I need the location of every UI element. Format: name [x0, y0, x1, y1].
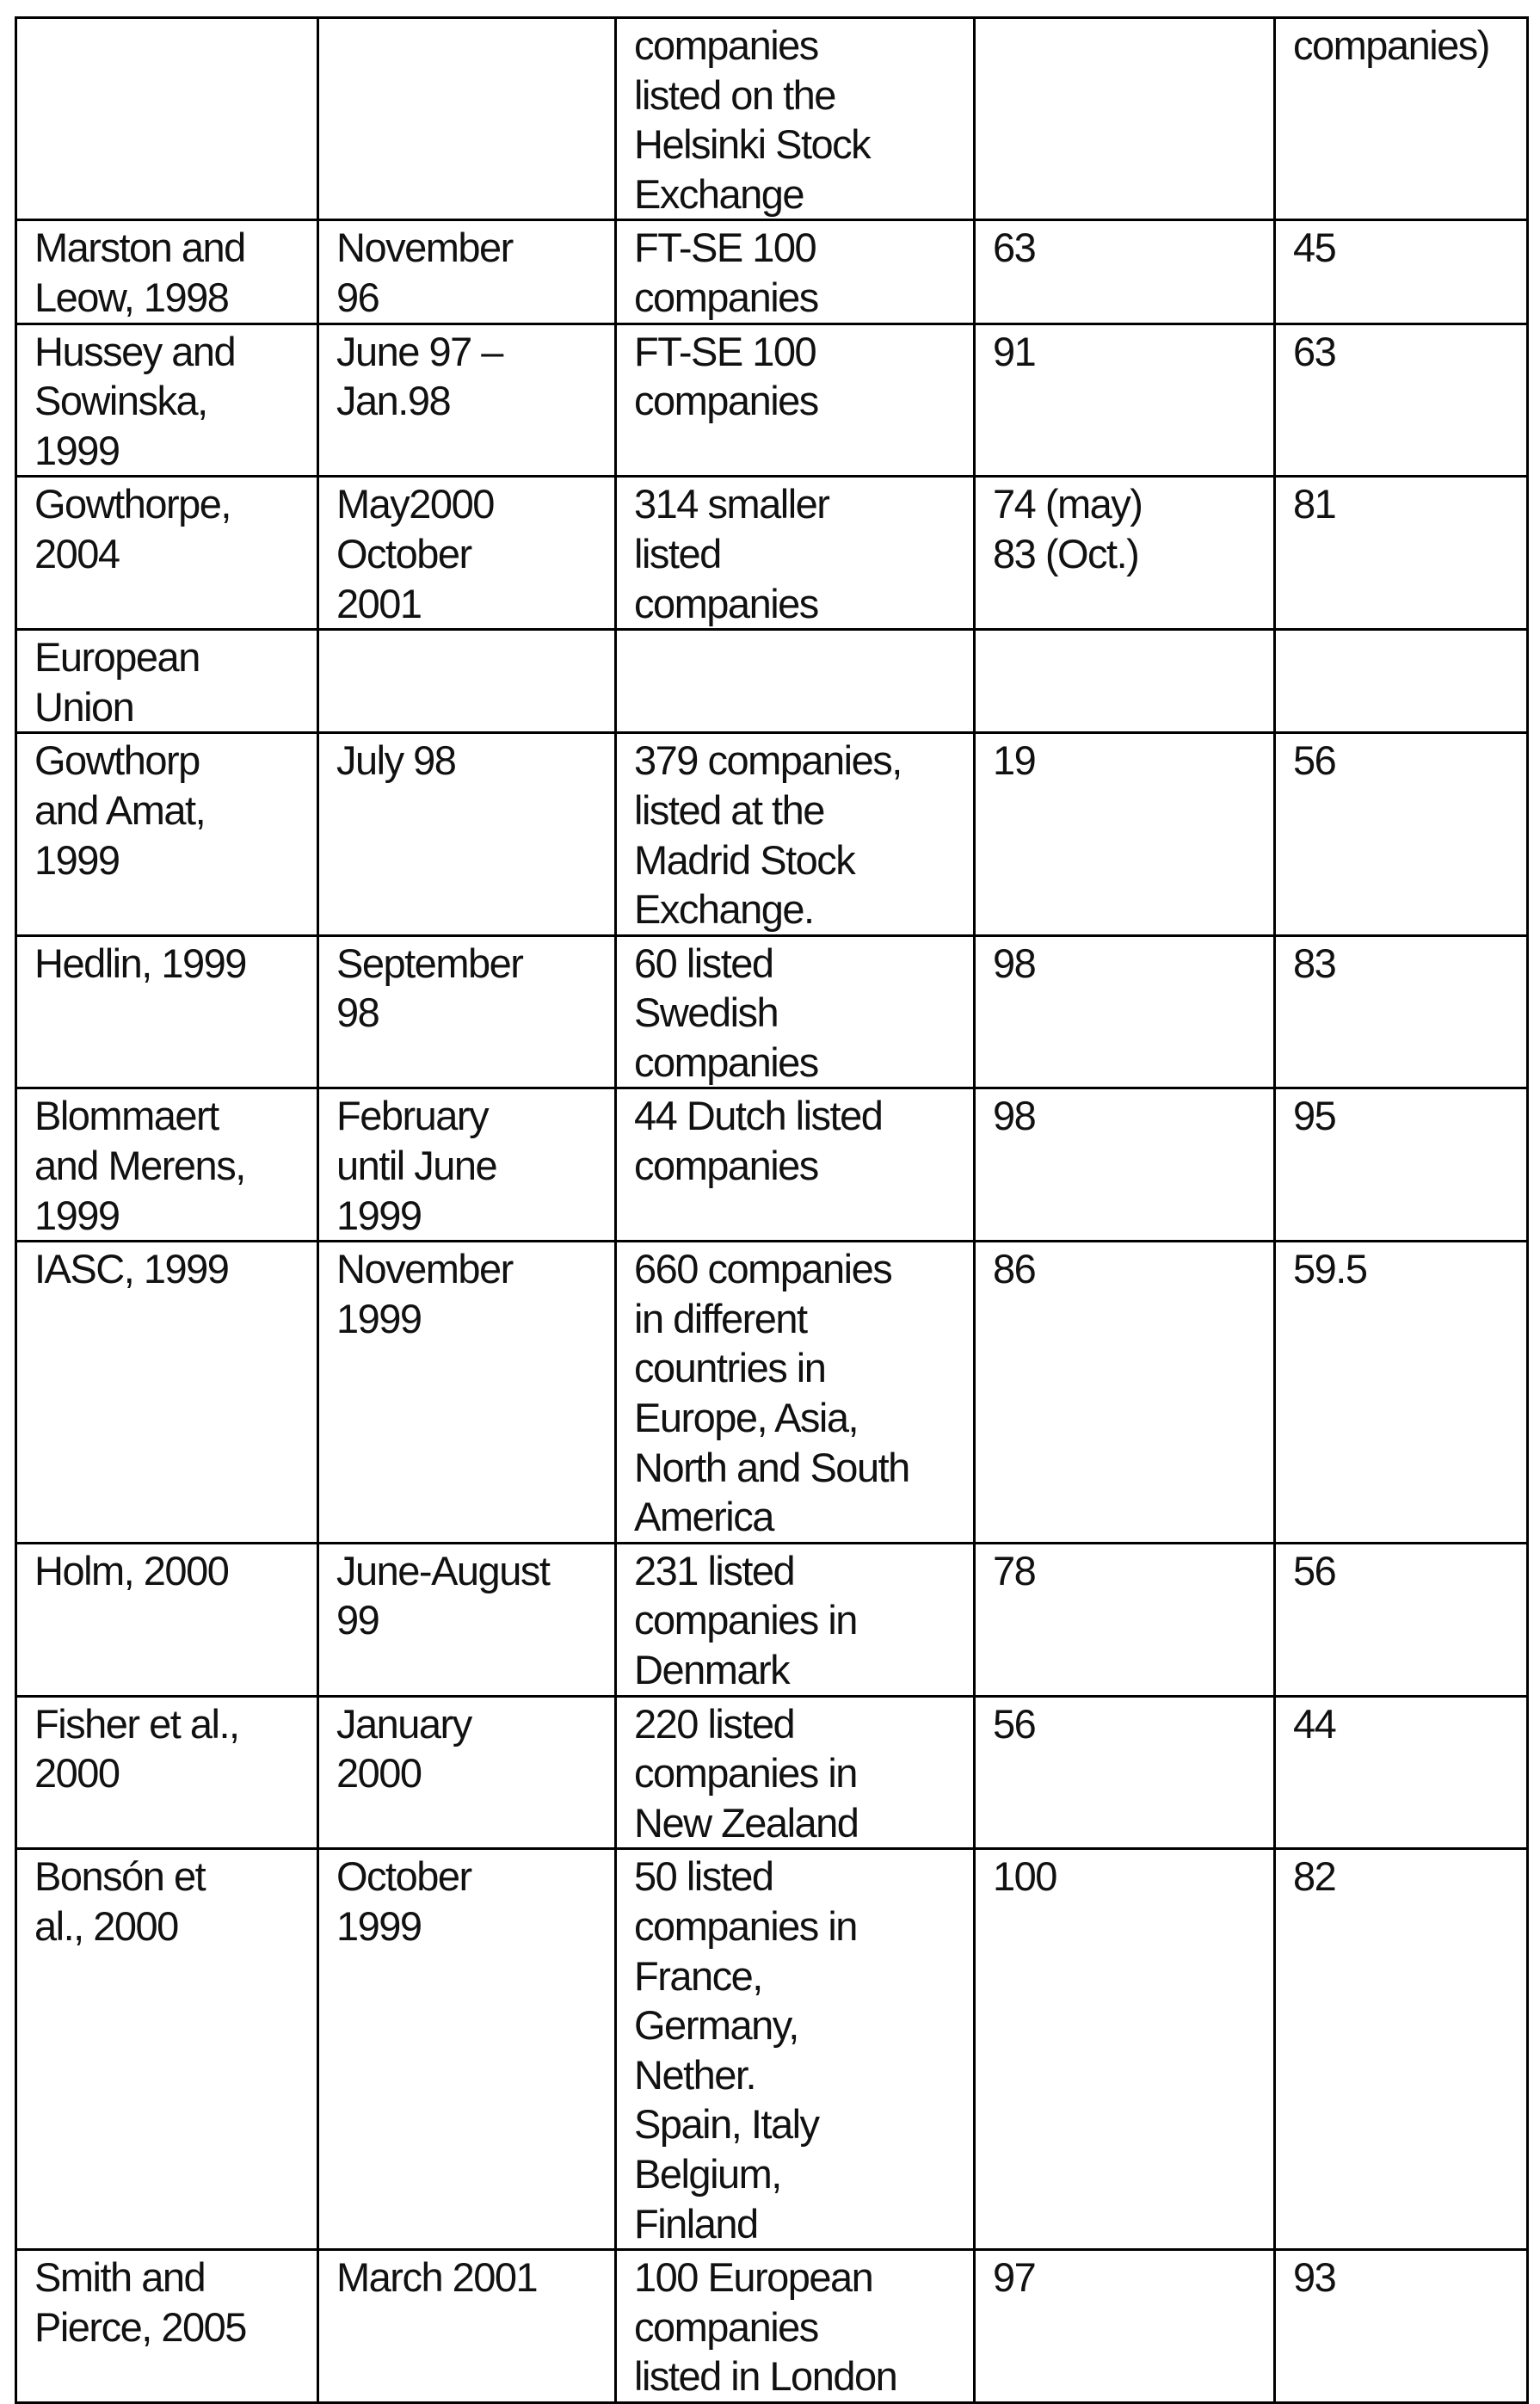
cell-sample	[614, 628, 976, 735]
cell-percent-a: 56	[973, 1694, 1276, 1851]
cell-sample: 220 listed companies in New Zealand	[614, 1694, 976, 1851]
cell-period: July 98	[317, 731, 617, 937]
cell-sample: companies listed on the Helsinki Stock E…	[614, 15, 976, 222]
cell-period: November 1999	[317, 1240, 617, 1544]
cell-period	[317, 628, 617, 735]
cell-period: January 2000	[317, 1694, 617, 1851]
cell-percent-b: 45	[1273, 219, 1529, 325]
cell-percent-a: 74 (may) 83 (Oct.)	[973, 475, 1276, 632]
cell-period: June-August 99	[317, 1541, 617, 1698]
table-row: Holm, 2000 June-August 99 231 listed compa…	[15, 1541, 1529, 1698]
table-row: companies listed on the Helsinki Stock E…	[15, 15, 1529, 222]
cell-sample: 660 companies in different countries in …	[614, 1240, 976, 1544]
cell-percent-b: 81	[1273, 475, 1529, 632]
cell-percent-a: 19	[973, 731, 1276, 937]
cell-sample: 314 smaller listed companies	[614, 475, 976, 632]
cell-sample: 231 listed companies in Denmark	[614, 1541, 976, 1698]
cell-period: May2000 October 2001	[317, 475, 617, 632]
cell-percent-b: 56	[1273, 1541, 1529, 1698]
cell-percent-a: 63	[973, 219, 1276, 325]
table-row: Marston and Leow, 1998 November 96 FT-SE 1…	[15, 219, 1529, 325]
cell-percent-b: 59.5	[1273, 1240, 1529, 1544]
table-row: Hedlin, 1999 September 98 60 listed Swedis…	[15, 934, 1529, 1090]
cell-percent-a: 86	[973, 1240, 1276, 1544]
cell-study: Holm, 2000	[15, 1541, 319, 1698]
cell-percent-b: companies)	[1273, 15, 1529, 222]
cell-percent-a: 100	[973, 1847, 1276, 2252]
cell-percent-b: 93	[1273, 2248, 1529, 2404]
cell-period: February until June 1999	[317, 1087, 617, 1243]
cell-period: November 96	[317, 219, 617, 325]
cell-study	[15, 15, 319, 222]
cell-period: June 97 – Jan.98	[317, 322, 617, 478]
cell-percent-a: 97	[973, 2248, 1276, 2404]
cell-study: Gowthorpe, 2004	[15, 475, 319, 632]
cell-period	[317, 15, 617, 222]
cell-period: October 1999	[317, 1847, 617, 2252]
table-row: Gowthorpe, 2004 May2000 October 2001 314 s…	[15, 475, 1529, 632]
cell-study: Gowthorp and Amat, 1999	[15, 731, 319, 937]
cell-sample: 44 Dutch listed companies	[614, 1087, 976, 1243]
cell-study: Marston and Leow, 1998	[15, 219, 319, 325]
cell-percent-a: 78	[973, 1541, 1276, 1698]
cell-percent-b: 95	[1273, 1087, 1529, 1243]
cell-study: Blommaert and Merens, 1999	[15, 1087, 319, 1243]
cell-percent-a: 98	[973, 934, 1276, 1090]
cell-percent-b: 56	[1273, 731, 1529, 937]
cell-study: Fisher et al., 2000	[15, 1694, 319, 1851]
cell-study: Bonsón et al., 2000	[15, 1847, 319, 2252]
cell-period: March 2001	[317, 2248, 617, 2404]
cell-percent-a: 91	[973, 322, 1276, 478]
cell-percent-b: 83	[1273, 934, 1529, 1090]
cell-percent-a	[973, 628, 1276, 735]
cell-percent-a: 98	[973, 1087, 1276, 1243]
table-row: Smith and Pierce, 2005 March 2001 100 Euro…	[15, 2248, 1529, 2404]
cell-percent-b: 63	[1273, 322, 1529, 478]
table-row: European Union	[15, 628, 1529, 735]
table-row: Fisher et al., 2000 January 2000 220 liste…	[15, 1694, 1529, 1851]
table-row: Hussey and Sowinska, 1999 June 97 – Jan.9…	[15, 322, 1529, 478]
cell-study: European Union	[15, 628, 319, 735]
cell-study: Hedlin, 1999	[15, 934, 319, 1090]
cell-percent-a	[973, 15, 1276, 222]
cell-sample: 50 listed companies in France, Germany, …	[614, 1847, 976, 2252]
cell-percent-b	[1273, 628, 1529, 735]
table-row: IASC, 1999 November 1999 660 companies in …	[15, 1240, 1529, 1544]
cell-study: IASC, 1999	[15, 1240, 319, 1544]
table-body: companies listed on the Helsinki Stock E…	[15, 15, 1529, 2404]
cell-study: Hussey and Sowinska, 1999	[15, 322, 319, 478]
cell-period: September 98	[317, 934, 617, 1090]
studies-table: companies listed on the Helsinki Stock E…	[15, 15, 1529, 2404]
cell-sample: FT-SE 100 companies	[614, 322, 976, 478]
cell-percent-b: 82	[1273, 1847, 1529, 2252]
table-row: Bonsón et al., 2000 October 1999 50 listed…	[15, 1847, 1529, 2252]
cell-sample: FT-SE 100 companies	[614, 219, 976, 325]
cell-sample: 379 companies, listed at the Madrid Stoc…	[614, 731, 976, 937]
cell-study: Smith and Pierce, 2005	[15, 2248, 319, 2404]
cell-percent-b: 44	[1273, 1694, 1529, 1851]
table-row: Blommaert and Merens, 1999 February until…	[15, 1087, 1529, 1243]
cell-sample: 60 listed Swedish companies	[614, 934, 976, 1090]
table-row: Gowthorp and Amat, 1999 July 98 379 compan…	[15, 731, 1529, 937]
